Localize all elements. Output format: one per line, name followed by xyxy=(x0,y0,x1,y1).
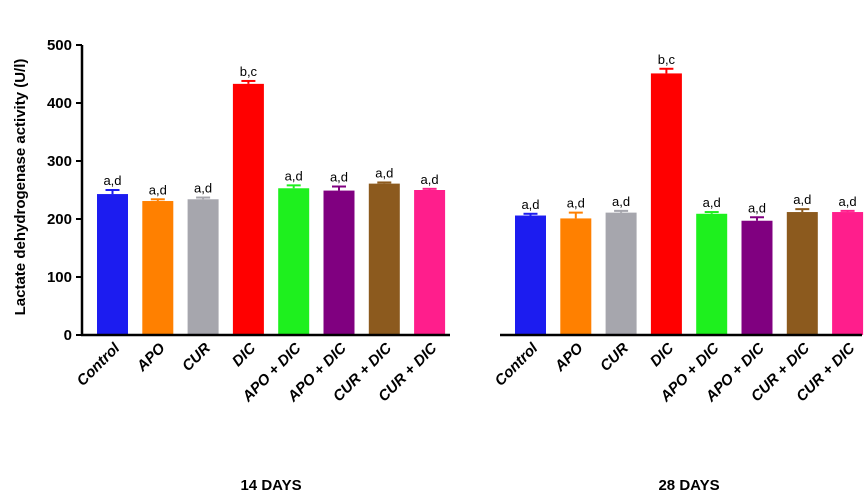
bar xyxy=(323,190,355,335)
bar xyxy=(97,194,128,335)
bar xyxy=(741,220,773,335)
data-label: a,d xyxy=(149,182,167,197)
bar xyxy=(832,212,864,335)
bar xyxy=(605,212,637,335)
data-label: a,d xyxy=(703,195,721,210)
x-tick-label: APO xyxy=(551,340,587,376)
x-tick-label: CUR xyxy=(179,340,214,375)
data-label: a,d xyxy=(793,192,811,207)
bar-series: a,d a,d a,d b,c a,d a,d a,d a,d a,d a,d a,d b,c a,d a… xyxy=(97,52,864,336)
y-tick-label: 300 xyxy=(47,153,72,170)
bar xyxy=(232,83,264,335)
y-tick-label: 400 xyxy=(47,95,72,112)
group-label: 14 DAYS xyxy=(240,477,301,494)
group-labels: 14 DAYS 28 DAYS xyxy=(240,477,719,494)
x-tick-label: Control xyxy=(74,339,124,389)
bar xyxy=(515,215,546,335)
data-label: a,d xyxy=(103,173,121,188)
data-label: a,d xyxy=(748,200,766,215)
bar xyxy=(368,183,400,335)
data-label: a,d xyxy=(375,165,393,180)
bar xyxy=(187,199,219,335)
x-tick-label: CUR xyxy=(597,340,632,375)
data-label: b,c xyxy=(240,64,258,79)
data-label: a,d xyxy=(285,168,303,183)
data-label: a,d xyxy=(330,170,348,185)
bar xyxy=(142,201,174,335)
data-label: a,d xyxy=(521,197,539,212)
data-label: b,c xyxy=(658,52,676,67)
x-tick-label: DIC xyxy=(229,339,260,370)
bar xyxy=(278,188,310,335)
y-tick-label: 200 xyxy=(47,211,72,228)
data-label: a,d xyxy=(421,172,439,187)
y-tick-label: 500 xyxy=(47,37,72,54)
data-label: a,d xyxy=(567,196,585,211)
y-axis-ticks: 0 100 200 300 400 500 xyxy=(47,37,82,344)
y-tick-label: 100 xyxy=(47,269,72,286)
y-axis-label: Lactate dehydrogenase activity (U/l) xyxy=(12,59,29,316)
x-tick-label: Control xyxy=(492,339,542,389)
x-tick-label: APO xyxy=(133,340,169,376)
group-label: 28 DAYS xyxy=(658,477,719,494)
bar xyxy=(696,213,728,335)
y-tick-label: 0 xyxy=(64,327,72,344)
data-label: a,d xyxy=(194,181,212,196)
bar xyxy=(414,190,446,335)
data-label: a,d xyxy=(612,194,630,209)
bar xyxy=(786,212,818,335)
x-tick-label: DIC xyxy=(647,339,678,370)
bar xyxy=(560,218,592,335)
data-label: a,d xyxy=(839,194,857,209)
bar xyxy=(650,73,682,336)
